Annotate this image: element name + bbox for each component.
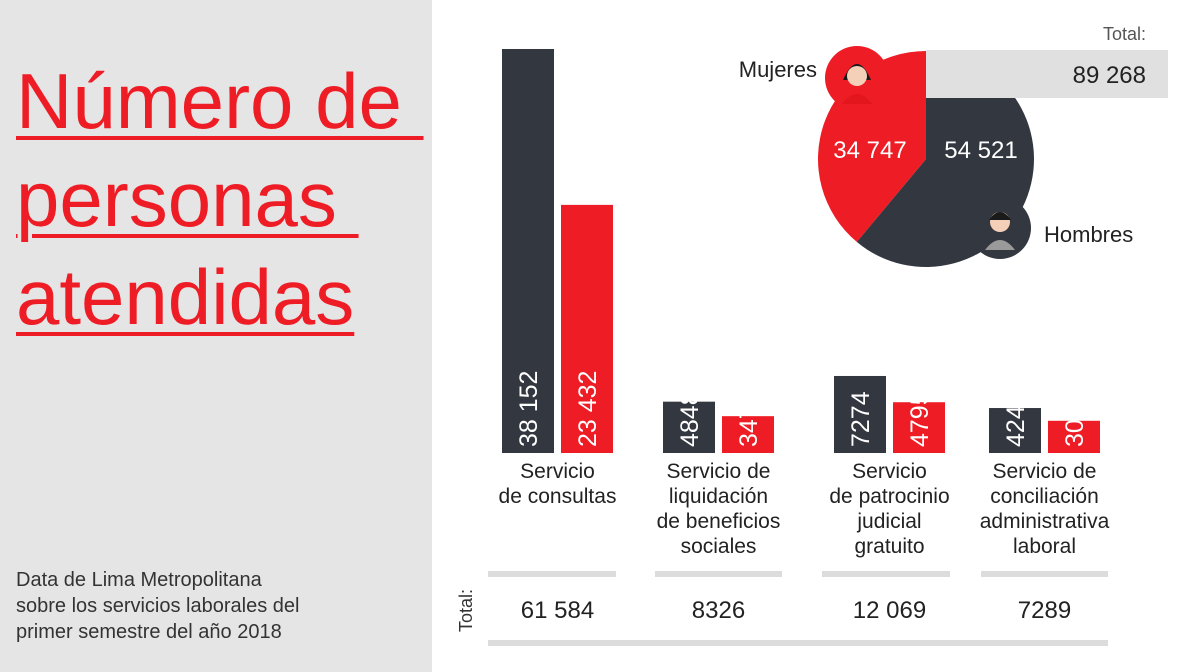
total-divider	[822, 571, 950, 577]
source-note-line: primer semestre del año 2018	[16, 621, 282, 643]
page-title-line: atendidas	[16, 253, 355, 341]
bar-hombres	[989, 408, 1041, 453]
total-value: 8326	[692, 597, 745, 624]
total-divider	[488, 571, 616, 577]
total-value: 7289	[1018, 597, 1071, 624]
category-label: sociales	[681, 535, 757, 558]
bar-value-label: 38 152	[515, 371, 543, 447]
bar-hombres	[502, 49, 554, 453]
bar-value-label: 4247	[1002, 391, 1030, 447]
category-label: Servicio	[852, 460, 927, 483]
bar-value-label: 4848	[676, 391, 704, 447]
category-label: Servicio de	[667, 460, 771, 483]
pie-value-label: 34 747	[833, 137, 906, 164]
total-divider	[655, 571, 782, 577]
bar-value-label: 7274	[847, 391, 875, 447]
page-title-line: Número de	[16, 57, 424, 145]
pie-total-box	[926, 50, 1168, 98]
page-title-line: personas	[16, 155, 359, 243]
bar-mujeres	[722, 416, 774, 453]
total-value: 61 584	[521, 597, 594, 624]
bar-value-label: 23 432	[574, 371, 602, 447]
pie-total-label: Total:	[1103, 24, 1146, 44]
category-label: de consultas	[499, 485, 617, 508]
bar-value-label: 4795	[906, 391, 934, 447]
woman-body-icon	[842, 94, 872, 104]
source-note-line: sobre los servicios laborales del	[16, 595, 300, 617]
bar-value-label: 3478	[735, 391, 763, 447]
category-label: Servicio	[520, 460, 595, 483]
legend-hombres: Hombres	[1044, 222, 1133, 247]
legend-mujeres: Mujeres	[739, 57, 817, 82]
category-label: conciliación	[990, 485, 1099, 508]
total-value: 12 069	[853, 597, 926, 624]
bar-mujeres	[561, 204, 613, 453]
category-label: de patrocinio	[829, 485, 949, 508]
left-panel	[0, 0, 432, 672]
page-title: Número de personas atendidas	[16, 52, 424, 346]
bar-mujeres	[893, 402, 945, 453]
man-body-icon	[985, 240, 1015, 250]
category-label: de beneficios	[657, 510, 781, 533]
category-label: administrativa	[980, 510, 1110, 533]
category-label: liquidación	[669, 485, 768, 508]
man-hair-icon	[989, 212, 1011, 220]
total-bottom-divider	[488, 640, 1108, 646]
pie-total-value: 89 268	[1073, 62, 1146, 89]
pie-value-label: 54 521	[944, 137, 1017, 164]
bar-hombres	[663, 401, 715, 453]
category-label: gratuito	[854, 535, 924, 558]
woman-face-icon	[847, 66, 867, 86]
category-label: judicial	[856, 510, 921, 533]
source-note: Data de Lima Metropolitana sobre los ser…	[16, 567, 416, 645]
source-note-line: Data de Lima Metropolitana	[16, 569, 262, 591]
bar-mujeres	[1048, 420, 1100, 453]
bar-value-label: 3042	[1061, 391, 1089, 447]
total-row-label: Total:	[456, 589, 476, 632]
category-label: Servicio de	[993, 460, 1097, 483]
total-divider	[981, 571, 1108, 577]
bar-hombres	[834, 375, 886, 453]
category-label: laboral	[1013, 535, 1076, 558]
